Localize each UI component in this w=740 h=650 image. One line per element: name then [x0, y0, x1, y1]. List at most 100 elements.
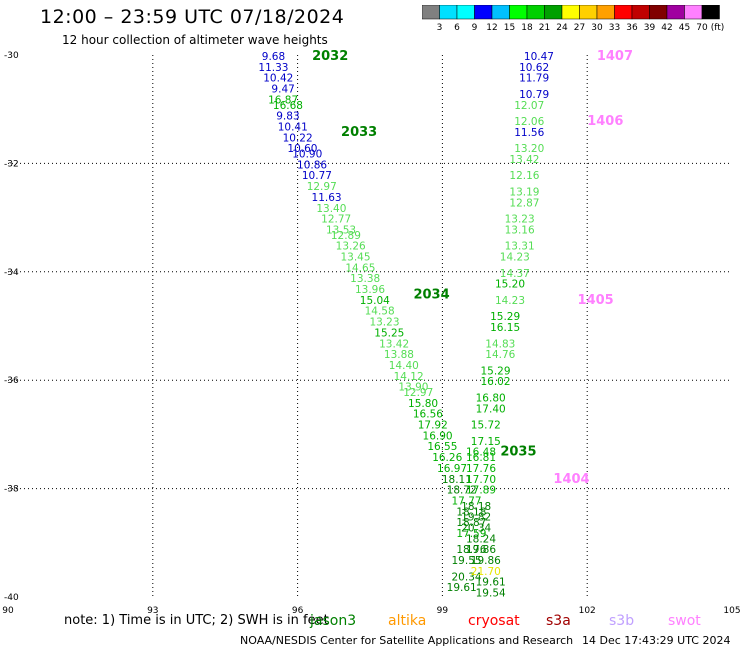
wave-height-point: 10.47 [524, 51, 554, 63]
wave-height-point: 10.41 [278, 121, 308, 133]
colorbar-swatch [666, 5, 685, 20]
colorbar-swatch [439, 5, 458, 20]
wave-height-point: 18.18 [456, 506, 486, 518]
wave-height-point: 14.37 [500, 268, 530, 280]
satellite-legend-altika: altika [388, 613, 427, 629]
colorbar-label: 24 [556, 23, 568, 33]
wave-height-point: 16.90 [423, 430, 453, 442]
wave-height-point: 14.40 [389, 360, 419, 372]
wave-height-point: 14.12 [394, 371, 424, 383]
pass-time-label: 1405 [578, 293, 614, 308]
wave-height-point: 17.89 [466, 485, 496, 497]
wave-height-point: 12.77 [321, 214, 351, 226]
wave-height-point: 19.82 [461, 512, 491, 524]
colorbar-label: 36 [626, 23, 638, 33]
wave-height-point: 10.42 [263, 73, 293, 85]
wave-height-point: 19.54 [476, 588, 506, 600]
wave-height-point: 13.23 [369, 317, 399, 329]
wave-height-point: 16.15 [490, 322, 520, 334]
colorbar-swatch [544, 5, 563, 20]
colorbar-label: 33 [609, 23, 620, 33]
x-tick-label: 105 [723, 606, 740, 616]
wave-height-point: 19.86 [471, 555, 501, 567]
wave-height-point: 16.87 [268, 94, 298, 106]
x-tick-label: 102 [579, 606, 596, 616]
satellite-legend-jason3: jason3 [310, 613, 357, 629]
colorbar-unit: (ft) [711, 23, 725, 33]
colorbar-label: 6 [454, 23, 460, 33]
wave-height-point: 17.59 [456, 528, 486, 540]
colorbar-swatch [596, 5, 615, 20]
wave-height-point: 14.76 [485, 349, 515, 361]
colorbar-swatch [684, 5, 703, 20]
x-tick-label: 90 [2, 606, 14, 616]
colorbar-swatch [701, 5, 720, 20]
wave-height-point: 12.97 [307, 181, 337, 193]
colorbar-label: 15 [504, 23, 515, 33]
wave-height-point: 10.22 [283, 132, 313, 144]
wave-height-point: 19.61 [476, 577, 506, 589]
wave-height-point: 16.55 [427, 441, 457, 453]
colorbar-label: 45 [679, 23, 690, 33]
wave-height-point: 13.96 [355, 284, 385, 296]
colorbar-swatch [474, 5, 493, 20]
wave-height-point: 13.40 [316, 203, 346, 215]
pass-time-label: 2033 [341, 125, 377, 140]
wave-height-point: 11.63 [312, 192, 342, 204]
page-title: 12:00 – 23:59 UTC 07/18/2024 [40, 6, 345, 28]
y-tick-label: -36 [4, 376, 19, 386]
colorbar-label: 42 [661, 23, 672, 33]
wave-height-point: 15.04 [360, 295, 390, 307]
y-tick-label: -34 [4, 268, 19, 278]
colorbar-label: 18 [521, 23, 533, 33]
colorbar-label: 39 [644, 23, 656, 33]
wave-height-point: 9.68 [262, 51, 285, 63]
y-tick-label: -32 [4, 159, 19, 169]
wave-height-point: 18.87 [456, 517, 486, 529]
wave-height-point: 10.77 [302, 170, 332, 182]
pass-time-label: 2032 [312, 49, 348, 64]
wave-height-point: 9.47 [271, 84, 294, 96]
pass-time-label: 2035 [500, 445, 536, 460]
wave-height-point: 15.25 [374, 327, 404, 339]
wave-height-point: 18.72 [447, 485, 477, 497]
wave-height-point: 13.20 [514, 143, 544, 155]
wave-height-point: 10.86 [297, 159, 327, 171]
y-tick-label: -40 [4, 593, 19, 603]
wave-height-point: 15.72 [471, 420, 501, 432]
satellite-legend-swot: swot [668, 613, 701, 629]
wave-height-point: 13.88 [384, 349, 414, 361]
wave-height-point: 11.33 [258, 62, 288, 74]
wave-height-point: 14.58 [365, 306, 395, 318]
colorbar-label: 30 [591, 23, 603, 33]
wave-height-point: 18.76 [456, 544, 486, 556]
wave-height-point: 13.45 [340, 252, 370, 264]
y-tick-label: -38 [4, 485, 19, 495]
page-subtitle: 12 hour collection of altimeter wave hei… [62, 33, 328, 47]
footer-note: note: 1) Time is in UTC; 2) SWH is in fe… [64, 613, 329, 628]
colorbar-swatch [491, 5, 510, 20]
colorbar-label: 12 [486, 23, 497, 33]
wave-height-point: 13.42 [509, 154, 539, 166]
colorbar-swatch [649, 5, 668, 20]
wave-height-point: 13.19 [509, 187, 539, 199]
wave-height-point: 15.29 [480, 365, 510, 377]
wave-height-point: 13.90 [398, 382, 428, 394]
colorbar-swatch [614, 5, 633, 20]
wave-height-point: 17.92 [418, 420, 448, 432]
wave-height-point: 16.26 [432, 452, 462, 464]
wave-height-point: 17.40 [476, 403, 506, 415]
wave-height-point: 17.77 [452, 495, 482, 507]
wave-height-point: 16.02 [480, 376, 510, 388]
wave-height-point: 19.86 [466, 544, 496, 556]
wave-height-point: 18.24 [466, 533, 496, 545]
wave-height-point: 16.48 [466, 447, 496, 459]
wave-height-point: 13.23 [505, 214, 535, 226]
wave-height-point: 13.42 [379, 338, 409, 350]
wave-height-point: 19.61 [447, 582, 477, 594]
wave-height-point: 16.68 [273, 100, 303, 112]
satellite-legend-s3b: s3b [609, 613, 635, 629]
wave-height-point: 18.11 [442, 474, 472, 486]
colorbar-label: 70 [696, 23, 708, 33]
